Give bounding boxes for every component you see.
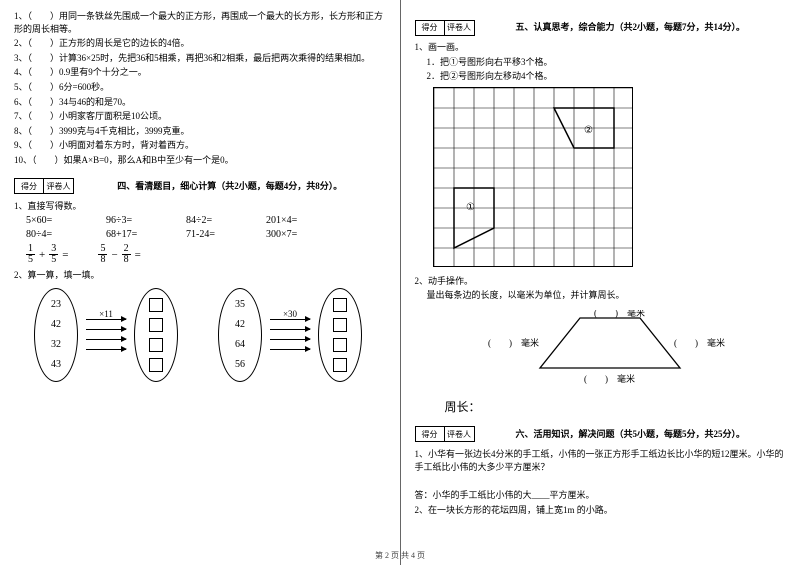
score-header-4: 得分 评卷人 四、看清题目，细心计算（共2小题，每题4分，共8分）。: [14, 175, 386, 198]
fraction-row: 15 + 35 = 58 − 28 =: [26, 244, 386, 265]
sub-2: 2、算一算，填一填。: [14, 269, 386, 282]
arrow-icon: [86, 339, 126, 340]
sub-1: 1、直接写得数。: [14, 200, 386, 213]
arrow-icon: [270, 339, 310, 340]
oval-right-2: [318, 288, 362, 382]
grid-svg: ② ①: [433, 87, 633, 267]
answer-box: [149, 298, 163, 312]
svg-text:毫米: 毫米: [521, 337, 539, 348]
answer-box: [333, 298, 347, 312]
p6-1-ans: 答：小华的手工纸比小伟的大____平方厘米。: [415, 489, 787, 502]
frac-expr-2: 58 − 28 =: [98, 244, 140, 265]
q5-2a: 量出每条边的长度，以毫米为单位，并计算周长。: [427, 289, 787, 302]
oval-left-2: 35 42 64 56: [218, 288, 262, 382]
calc-8: 300×7=: [266, 229, 326, 240]
tf-6: 6、（ ）34与46的和是70。: [14, 96, 386, 109]
section-5-title: 五、认真思考，综合能力（共2小题，每题7分，共14分）。: [475, 20, 787, 33]
page-footer: 第 2 页 共 4 页: [0, 550, 800, 561]
arrow-icon: [270, 319, 310, 320]
arrows-2: ×30: [270, 319, 310, 350]
q5-1b: 2．把②号图形向左移动4个格。: [427, 70, 787, 83]
trapezoid-svg: ( ) 毫米 ( ) 毫米 ( ) 毫米 ( ) 毫米: [460, 310, 740, 388]
svg-text:( ): ( ): [488, 338, 512, 348]
score-label: 得分: [415, 20, 445, 36]
q5-1a: 1．把①号图形向右平移3个格。: [427, 56, 787, 69]
p6-1: 1、小华有一张边长4分米的手工纸，小伟的一张正方形手工纸边长比小华的短12厘米。…: [415, 448, 787, 473]
trapezoid-diagram: ( ) 毫米 ( ) 毫米 ( ) 毫米 ( ) 毫米: [415, 310, 787, 390]
svg-text:毫米: 毫米: [617, 373, 635, 384]
oval-right-1: [134, 288, 178, 382]
reviewer-label: 评卷人: [445, 20, 475, 36]
tf-2: 2、（ ）正方形的周长是它的边长的4倍。: [14, 37, 386, 50]
ovals-row: 23 42 32 43 ×11 35 42: [34, 288, 386, 382]
tf-9: 9、（ ）小明面对着东方时，背对着西方。: [14, 139, 386, 152]
arrow-icon: [86, 349, 126, 350]
score-label: 得分: [14, 178, 44, 194]
answer-box: [149, 358, 163, 372]
calc-5: 80÷4=: [26, 229, 86, 240]
svg-text:( ): ( ): [674, 338, 698, 348]
tf-5: 5、（ ）6分=600秒。: [14, 81, 386, 94]
section-6-title: 六、活用知识，解决问题（共5小题，每题5分，共25分）。: [475, 427, 787, 440]
q5-2: 2、动手操作。: [415, 275, 787, 288]
calc-4: 201×4=: [266, 215, 326, 226]
oval-group-1: 23 42 32 43 ×11: [34, 288, 178, 382]
tf-list: 1、（ ）用同一条铁丝先围成一个最大的正方形，再围成一个最大的长方形，长方形和正…: [14, 10, 386, 167]
arrow-icon: [86, 319, 126, 320]
arrow-icon: [270, 329, 310, 330]
svg-text:毫米: 毫米: [707, 337, 725, 348]
tf-7: 7、（ ）小明家客厅面积是10公顷。: [14, 110, 386, 123]
answer-box: [149, 318, 163, 332]
svg-text:毫米: 毫米: [627, 310, 645, 318]
arrow-icon: [270, 349, 310, 350]
calc-1: 5×60=: [26, 215, 86, 226]
score-header-5: 得分 评卷人 五、认真思考，综合能力（共2小题，每题7分，共14分）。: [415, 16, 787, 39]
score-header-6: 得分 评卷人 六、活用知识，解决问题（共5小题，每题5分，共25分）。: [415, 423, 787, 446]
svg-text:( ): ( ): [594, 310, 618, 318]
answer-box: [149, 338, 163, 352]
oval-group-2: 35 42 64 56 ×30: [218, 288, 362, 382]
grid-diagram: ② ①: [433, 87, 787, 269]
calc-row-2: 80÷4= 68+17= 71-24= 300×7=: [26, 229, 386, 240]
calc-2: 96÷3=: [106, 215, 166, 226]
p6-2: 2、在一块长方形的花坛四周，铺上宽1m 的小路。: [415, 504, 787, 517]
answer-box: [333, 318, 347, 332]
shape-1-label: ①: [466, 202, 475, 213]
tf-3: 3、（ ）计算36×25时，先把36和5相乘，再把36和2相乘，最后把两次乘得的…: [14, 52, 386, 65]
mult-label-1: ×11: [99, 309, 113, 319]
answer-box: [333, 338, 347, 352]
tf-10: 10、（ ）如果A×B=0，那么A和B中至少有一个是0。: [14, 154, 386, 167]
score-label: 得分: [415, 426, 445, 442]
mult-label-2: ×30: [283, 309, 297, 319]
shape-2-label: ②: [584, 125, 593, 136]
calc-row-1: 5×60= 96÷3= 84÷2= 201×4=: [26, 215, 386, 226]
calc-3: 84÷2=: [186, 215, 246, 226]
arrow-icon: [86, 329, 126, 330]
svg-text:( ): ( ): [584, 374, 608, 384]
oval-left-1: 23 42 32 43: [34, 288, 78, 382]
q5-1: 1、画一画。: [415, 41, 787, 54]
tf-1: 1、（ ）用同一条铁丝先围成一个最大的正方形，再围成一个最大的长方形，长方形和正…: [14, 10, 386, 35]
frac-expr-1: 15 + 35 =: [26, 244, 68, 265]
arrows-1: ×11: [86, 319, 126, 350]
tf-8: 8、（ ）3999克与4千克相比，3999克重。: [14, 125, 386, 138]
tf-4: 4、（ ）0.9里有9个十分之一。: [14, 66, 386, 79]
calc-7: 71-24=: [186, 229, 246, 240]
answer-box: [333, 358, 347, 372]
perimeter-label: 周长：: [445, 398, 787, 415]
reviewer-label: 评卷人: [44, 178, 74, 194]
section-4-title: 四、看清题目，细心计算（共2小题，每题4分，共8分）。: [74, 179, 386, 192]
calc-6: 68+17=: [106, 229, 166, 240]
reviewer-label: 评卷人: [445, 426, 475, 442]
